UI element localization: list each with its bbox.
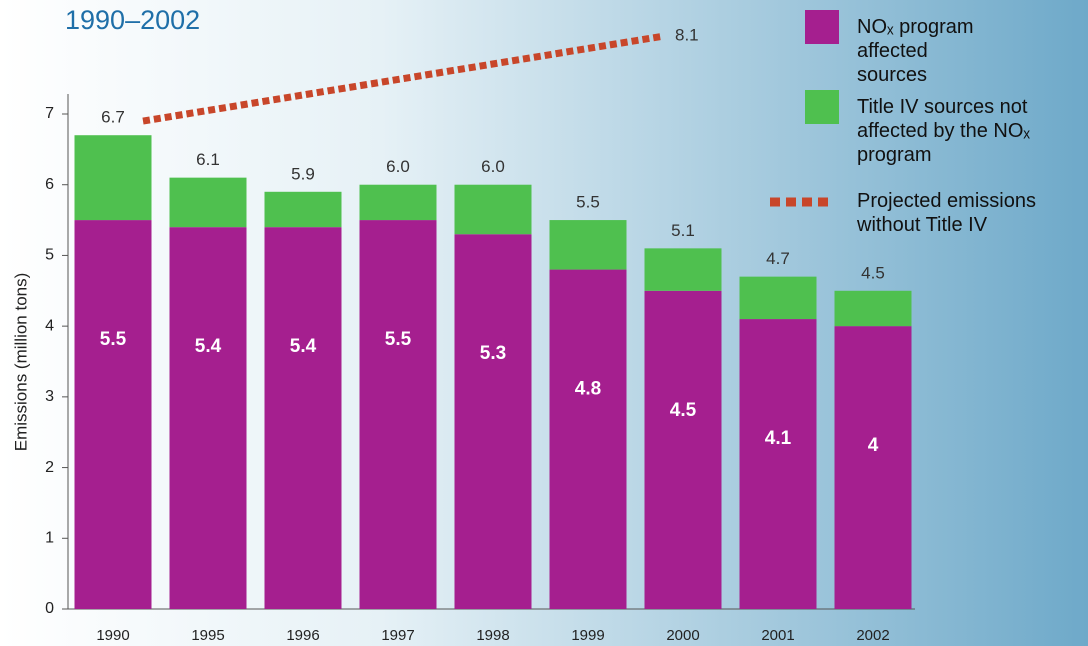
bar-segment xyxy=(834,326,912,609)
segment-label: 4.8 xyxy=(575,379,601,400)
total-label: 5.9 xyxy=(291,164,315,183)
total-label: 6.0 xyxy=(481,157,505,176)
bar-segment xyxy=(644,290,722,609)
y-tick-label: 4 xyxy=(45,317,54,334)
bar-segment xyxy=(644,248,722,291)
chart-subtitle: 1990–2002 xyxy=(65,5,200,35)
bar-segment xyxy=(74,135,152,221)
x-tick-label: 2000 xyxy=(666,627,699,644)
segment-label: 5.3 xyxy=(480,343,506,364)
x-tick-label: 1997 xyxy=(381,627,414,644)
x-tick-label: 2002 xyxy=(856,627,889,644)
y-tick-label: 0 xyxy=(45,600,54,617)
total-label: 5.5 xyxy=(576,193,600,212)
x-tick-label: 1999 xyxy=(571,627,604,644)
y-tick-label: 7 xyxy=(45,105,54,122)
legend-swatch xyxy=(805,10,839,44)
bar-segment xyxy=(454,184,532,235)
legend-swatch xyxy=(805,90,839,124)
total-label: 6.7 xyxy=(101,108,125,127)
x-tick-label: 1998 xyxy=(476,627,509,644)
y-tick-label: 6 xyxy=(45,176,54,193)
segment-label: 5.4 xyxy=(290,336,317,357)
y-tick-label: 3 xyxy=(45,388,54,405)
bar-segment xyxy=(169,227,247,609)
x-tick-label: 1996 xyxy=(286,627,319,644)
bar-segment xyxy=(359,220,437,610)
bar-segment xyxy=(454,234,532,609)
segment-label: 5.4 xyxy=(195,336,222,357)
legend-label: Title IV sources not affected by the NOₓ p… xyxy=(857,96,1030,166)
bar-segment xyxy=(834,290,912,327)
bar-segment xyxy=(549,220,627,270)
total-label: 4.5 xyxy=(861,263,885,282)
bar-segment xyxy=(739,319,817,609)
x-tick-label: 1990 xyxy=(96,627,129,644)
total-label: 6.1 xyxy=(196,150,220,169)
bar-segment xyxy=(264,191,342,228)
bar-segment xyxy=(739,276,817,320)
x-tick-label: 1995 xyxy=(191,627,224,644)
y-tick-label: 5 xyxy=(45,247,54,264)
segment-label: 4.5 xyxy=(670,400,697,421)
segment-label: 5.5 xyxy=(100,329,127,350)
segment-label: 4.1 xyxy=(765,428,792,449)
segment-label: 5.5 xyxy=(385,329,412,350)
bar-segment xyxy=(264,227,342,609)
legend-label: Projected emissions without Title IV xyxy=(856,190,1036,236)
total-label: 5.1 xyxy=(671,221,695,240)
legend-label: NOₓ program affected sources xyxy=(857,16,974,86)
bar-segment xyxy=(74,220,152,610)
total-label: 4.7 xyxy=(766,249,790,268)
total-label: 6.0 xyxy=(386,157,410,176)
projected-label: 8.1 xyxy=(675,26,699,45)
segment-label: 4 xyxy=(868,435,879,456)
y-tick-label: 2 xyxy=(45,459,54,476)
y-tick-label: 1 xyxy=(45,530,54,547)
bar-segment xyxy=(359,184,437,221)
bar-segment xyxy=(169,177,247,228)
y-axis-label: Emissions (million tons) xyxy=(11,273,30,452)
bar-segment xyxy=(549,269,627,609)
x-tick-label: 2001 xyxy=(761,627,794,644)
